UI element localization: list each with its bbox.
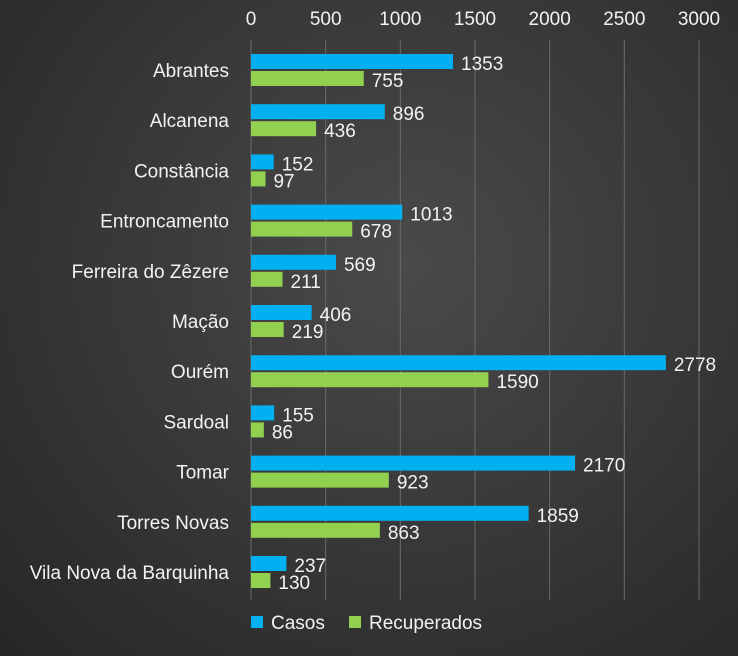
- legend-swatch-casos: [251, 616, 263, 628]
- legend-swatch-recuperados: [349, 616, 361, 628]
- data-label-casos: 1013: [410, 205, 452, 226]
- bar-casos: [251, 204, 403, 220]
- data-label-casos: 1859: [537, 506, 579, 527]
- x-tick-label-2000: 2000: [529, 9, 571, 30]
- bar-casos: [251, 455, 576, 471]
- category-label: Entroncamento: [100, 212, 229, 233]
- data-label-casos: 2778: [674, 355, 716, 376]
- category-label: Torres Novas: [117, 513, 229, 534]
- category-labels: Abrantes Alcanena Constância Entroncamento F…: [30, 61, 230, 584]
- bar-casos: [251, 254, 336, 270]
- category-label: Alcanena: [150, 111, 230, 132]
- x-tick-label-1500: 1500: [454, 9, 496, 30]
- data-label-recuperados: 130: [278, 573, 310, 594]
- bar-casos: [251, 54, 454, 69]
- bar-recuperados: [251, 522, 380, 538]
- category-label: Vila Nova da Barquinha: [30, 563, 230, 584]
- data-label-recuperados: 219: [292, 322, 324, 343]
- data-label-casos: 406: [320, 305, 352, 326]
- bar-recuperados: [251, 573, 271, 588]
- bar-recuperados: [251, 121, 317, 137]
- data-label-casos: 1353: [461, 54, 503, 75]
- data-label-casos: 896: [393, 104, 425, 125]
- x-tick-label-2500: 2500: [603, 9, 645, 30]
- bar-casos: [251, 305, 312, 320]
- category-label: Ferreira do Zêzere: [72, 262, 229, 283]
- bar-recuperados: [251, 171, 266, 187]
- bar-recuperados: [251, 372, 489, 388]
- x-tick-label-1000: 1000: [379, 9, 421, 30]
- data-label-recuperados: 678: [360, 222, 392, 243]
- data-label-recuperados: 755: [372, 71, 404, 92]
- data-label-recuperados: 436: [324, 121, 356, 142]
- bar-recuperados: [251, 271, 283, 287]
- bar-recuperados: [251, 422, 264, 438]
- bar-recuperados: [251, 472, 389, 488]
- bar-casos: [251, 154, 274, 170]
- data-label-casos: 237: [294, 556, 326, 577]
- legend: Casos Recuperados: [251, 613, 482, 634]
- x-tick-label-0: 0: [246, 9, 257, 30]
- bar-casos: [251, 104, 385, 120]
- data-label-recuperados: 1590: [496, 372, 538, 393]
- category-label: Abrantes: [153, 61, 229, 82]
- gridlines: [250, 40, 700, 600]
- legend-label-casos: Casos: [271, 613, 325, 634]
- data-label-recuperados: 923: [397, 473, 429, 494]
- category-label: Ourém: [171, 362, 229, 383]
- bar-recuperados: [251, 322, 284, 337]
- bar-recuperados: [251, 71, 364, 86]
- data-label-casos: 2170: [583, 456, 625, 477]
- data-label-recuperados: 86: [272, 422, 293, 443]
- x-tick-label-3000: 3000: [678, 9, 720, 30]
- data-label-recuperados: 863: [388, 523, 420, 544]
- bar-casos: [251, 405, 275, 421]
- bar-casos: [251, 505, 529, 521]
- data-label-recuperados: 211: [291, 272, 321, 293]
- category-label: Constância: [134, 161, 229, 182]
- x-tick-label-500: 500: [310, 9, 342, 30]
- category-label: Mação: [172, 312, 229, 333]
- category-label: Sardoal: [164, 412, 230, 433]
- bar-casos: [251, 556, 287, 571]
- legend-label-recuperados: Recuperados: [369, 613, 482, 634]
- bars: [251, 54, 666, 588]
- data-label-casos: 569: [344, 255, 376, 276]
- category-label: Tomar: [176, 463, 229, 484]
- data-label-casos: 152: [282, 154, 314, 175]
- bar-casos: [251, 355, 666, 371]
- bar-recuperados: [251, 221, 353, 237]
- x-axis-ticks: 0 500 1000 1500 2000 2500 3000: [246, 9, 720, 30]
- data-label-casos: 155: [282, 405, 314, 426]
- data-label-recuperados: 97: [273, 171, 294, 192]
